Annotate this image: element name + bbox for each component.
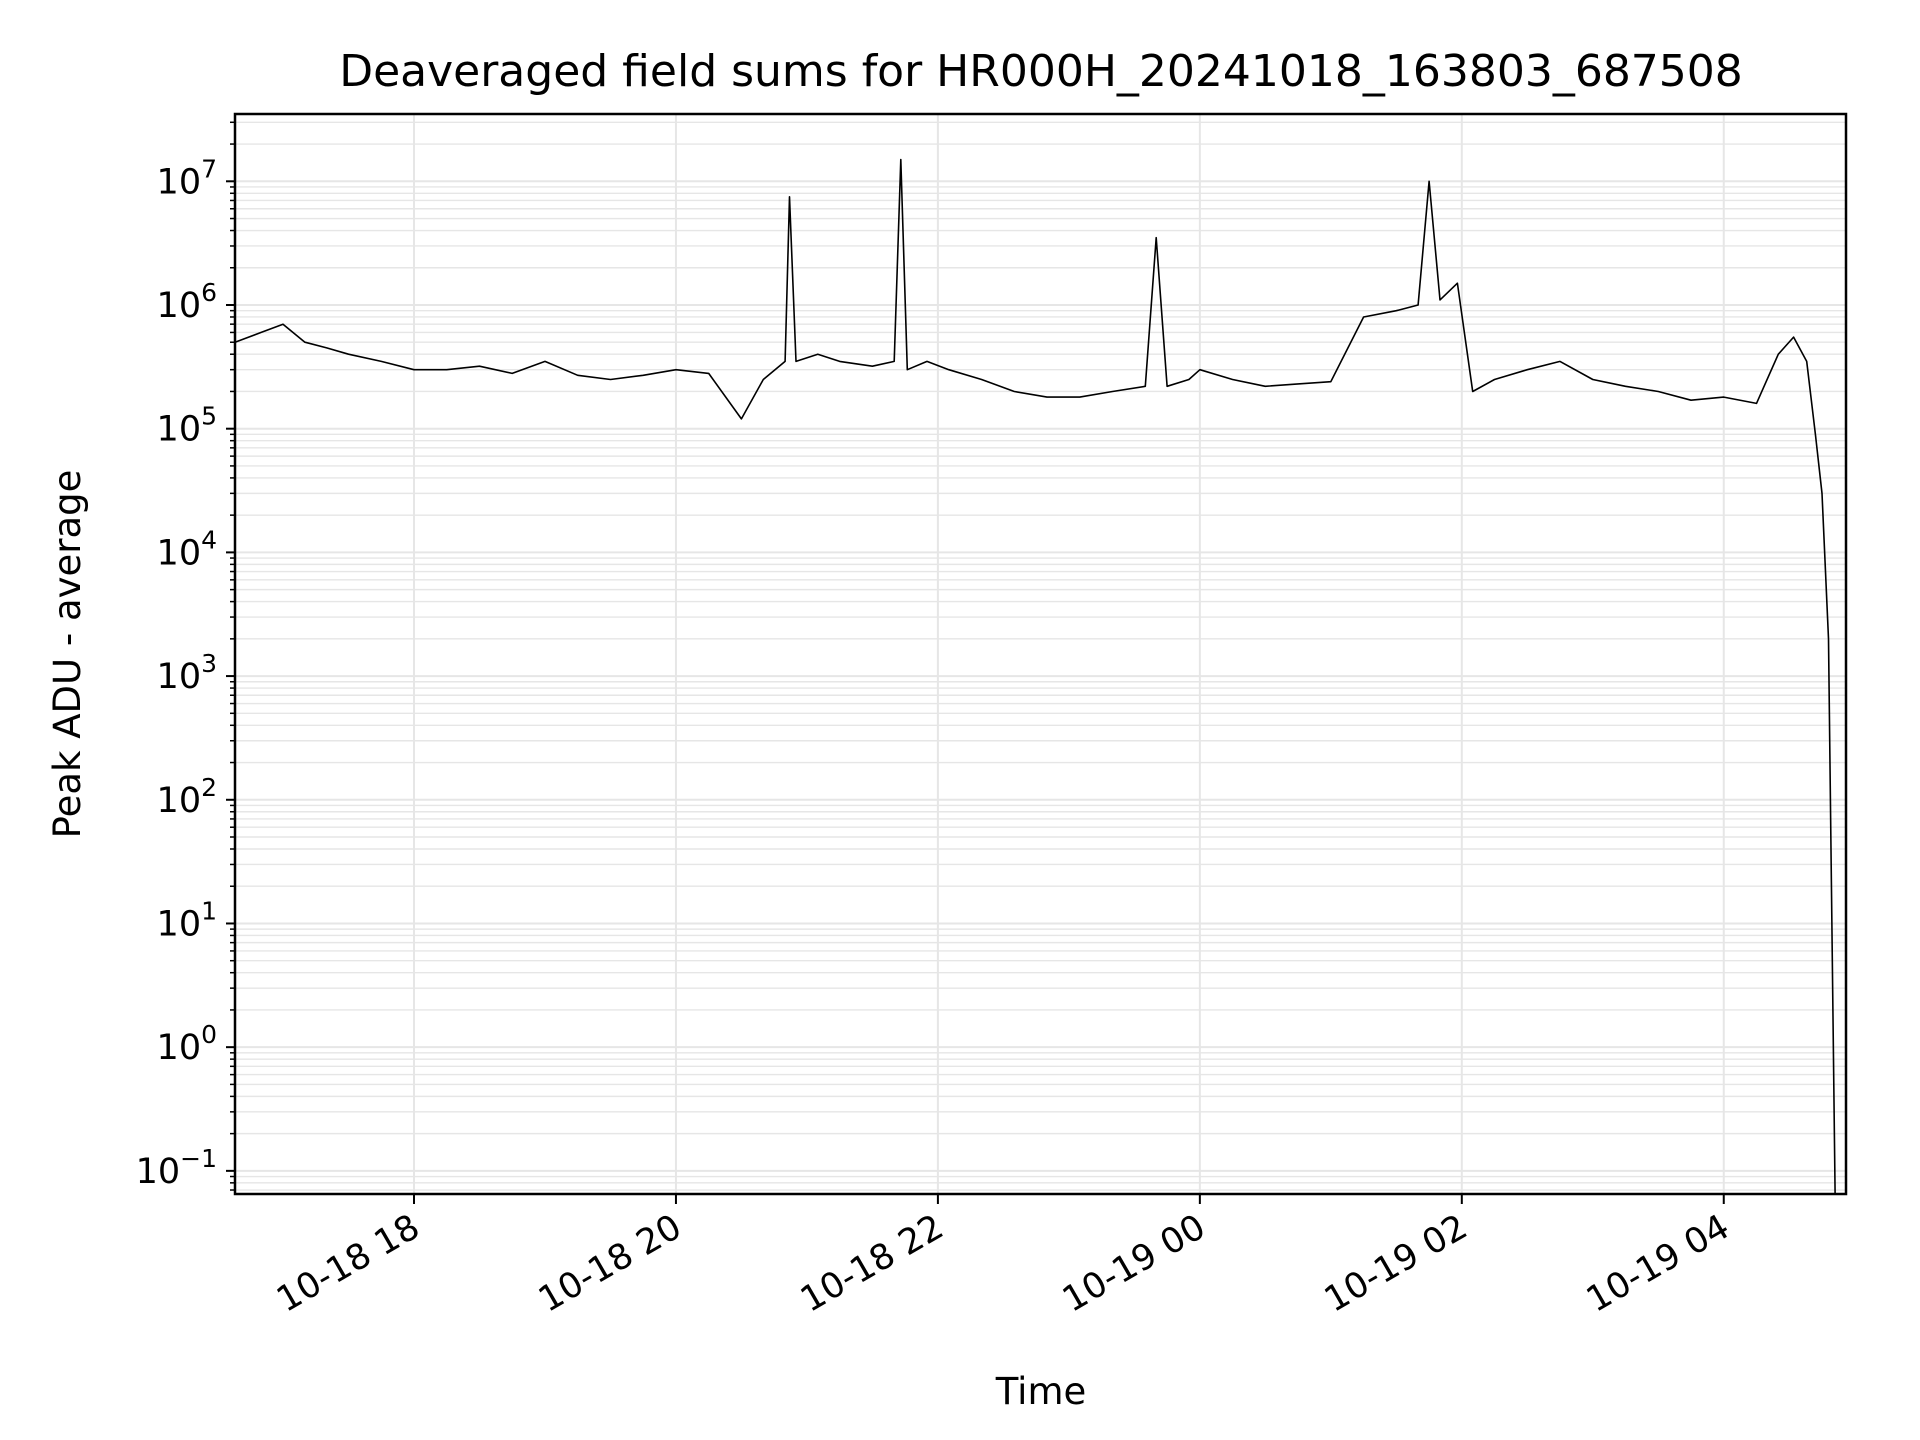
y-tick-label-exponent: 0: [201, 1020, 217, 1049]
x-axis-label: Time: [995, 1370, 1087, 1413]
y-tick-label-base: 10: [157, 533, 202, 573]
y-tick-label: 102: [157, 773, 217, 821]
y-tick-label-exponent: 5: [201, 402, 217, 431]
y-tick-label: 10−1: [136, 1144, 217, 1192]
series-layer: [234, 158, 1836, 1195]
y-tick-label-base: 10: [157, 1028, 202, 1068]
y-tick-label-exponent: 2: [201, 773, 217, 802]
y-tick-label-exponent: 7: [201, 154, 217, 183]
y-tick-label-base: 10: [157, 904, 202, 944]
y-tick-label-exponent: −1: [180, 1144, 217, 1173]
y-tick-label: 100: [157, 1020, 217, 1068]
y-tick-label: 101: [157, 896, 217, 944]
y-tick-label: 106: [157, 278, 217, 326]
plot-area-frame: [233, 112, 1848, 1196]
y-tick-label-base: 10: [157, 410, 202, 450]
y-tick-label-base: 10: [157, 162, 202, 202]
grid-layer: [235, 114, 1846, 1194]
y-tick-label-base: 10: [136, 1152, 181, 1192]
y-tick-label-base: 10: [157, 781, 202, 821]
series-line: [234, 158, 1836, 1195]
y-tick-label: 104: [157, 525, 217, 573]
y-axis-label: Peak ADU - average: [46, 470, 89, 839]
y-tick-label-exponent: 1: [201, 896, 217, 925]
y-tick-label-exponent: 6: [201, 278, 217, 307]
y-tick-label: 107: [157, 154, 217, 202]
y-tick-label-exponent: 4: [201, 525, 217, 554]
y-tick-label-base: 10: [157, 657, 202, 697]
y-tick-label: 105: [157, 402, 217, 450]
y-tick-label-base: 10: [157, 286, 202, 326]
y-tick-label: 103: [157, 649, 217, 697]
chart-title: Deaveraged field sums for HR000H_2024101…: [339, 46, 1743, 97]
y-tick-label-exponent: 3: [201, 649, 217, 678]
